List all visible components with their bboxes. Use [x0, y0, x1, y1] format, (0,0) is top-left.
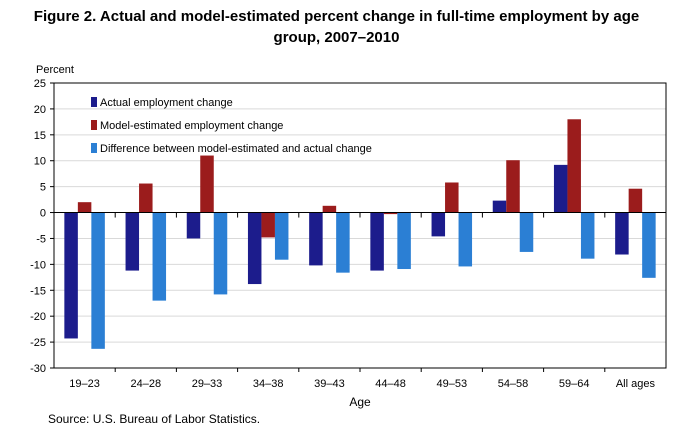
bar-actual	[431, 212, 446, 237]
x-tick-label: 59–64	[559, 378, 590, 390]
y-tick-label: 0	[40, 208, 46, 220]
source-note: Source: U.S. Bureau of Labor Statistics.	[48, 412, 261, 426]
x-tick-label: 39–43	[314, 378, 345, 390]
bar-difference	[336, 212, 350, 273]
bar-model	[506, 160, 520, 213]
bar-actual	[125, 212, 140, 271]
bar-actual	[370, 212, 384, 271]
chart-title-line-2: group, 2007–2010	[273, 29, 400, 46]
bar-model	[200, 155, 214, 213]
legend-swatch	[91, 97, 97, 107]
bar-difference	[642, 212, 656, 278]
x-tick-label: All ages	[616, 378, 656, 390]
y-tick-label: 10	[34, 156, 46, 168]
x-tick-label: 44–48	[375, 378, 406, 390]
bar-model	[383, 212, 398, 215]
bar-difference	[91, 212, 105, 349]
y-tick-label: -20	[30, 311, 46, 323]
x-tick-label: 54–58	[498, 378, 529, 390]
legend-label: Model-estimated employment change	[100, 120, 283, 132]
legend-label: Difference between model-estimated and a…	[100, 143, 372, 155]
bar-difference	[458, 212, 473, 267]
y-tick-label: -10	[30, 259, 46, 271]
y-tick-label: 20	[34, 104, 46, 116]
bar-actual	[309, 212, 323, 266]
x-tick-label: 24–28	[131, 378, 162, 390]
bar-model	[322, 205, 337, 213]
bar-actual	[64, 212, 78, 339]
y-tick-label: 15	[34, 130, 46, 142]
bar-actual	[186, 212, 201, 239]
bar-model	[628, 188, 643, 213]
bar-difference	[152, 212, 167, 301]
x-tick-label: 29–33	[192, 378, 223, 390]
bar-model	[261, 212, 275, 238]
x-axis-label: Age	[349, 395, 371, 409]
chart-title-line-1: Figure 2. Actual and model-estimated per…	[33, 8, 640, 25]
bar-model	[445, 182, 459, 213]
legend-swatch	[91, 143, 97, 153]
bar-actual	[553, 164, 568, 213]
x-tick-label: 19–23	[69, 378, 100, 390]
y-tick-label: -15	[30, 285, 46, 297]
y-tick-label: -5	[36, 233, 46, 245]
y-tick-label: -30	[30, 363, 46, 375]
x-tick-label: 34–38	[253, 378, 284, 390]
bar-difference	[397, 212, 411, 270]
y-tick-label: -25	[30, 337, 46, 349]
bar-actual	[247, 212, 262, 285]
bar-model	[567, 119, 581, 213]
y-tick-label: 25	[34, 78, 46, 90]
bar-difference	[519, 212, 534, 252]
bar-actual	[492, 200, 507, 213]
x-tick-label: 49–53	[437, 378, 468, 390]
bar-model	[77, 202, 92, 213]
bar-model	[139, 183, 153, 213]
y-tick-label: 5	[40, 182, 46, 194]
y-axis-label: Percent	[36, 64, 74, 76]
chart-title: Figure 2. Actual and model-estimated per…	[0, 6, 673, 48]
bar-difference	[274, 212, 289, 260]
bar-difference	[580, 212, 595, 259]
bar-difference	[213, 212, 228, 295]
bar-actual	[615, 212, 629, 255]
legend-label: Actual employment change	[100, 97, 233, 109]
legend-swatch	[91, 120, 97, 130]
